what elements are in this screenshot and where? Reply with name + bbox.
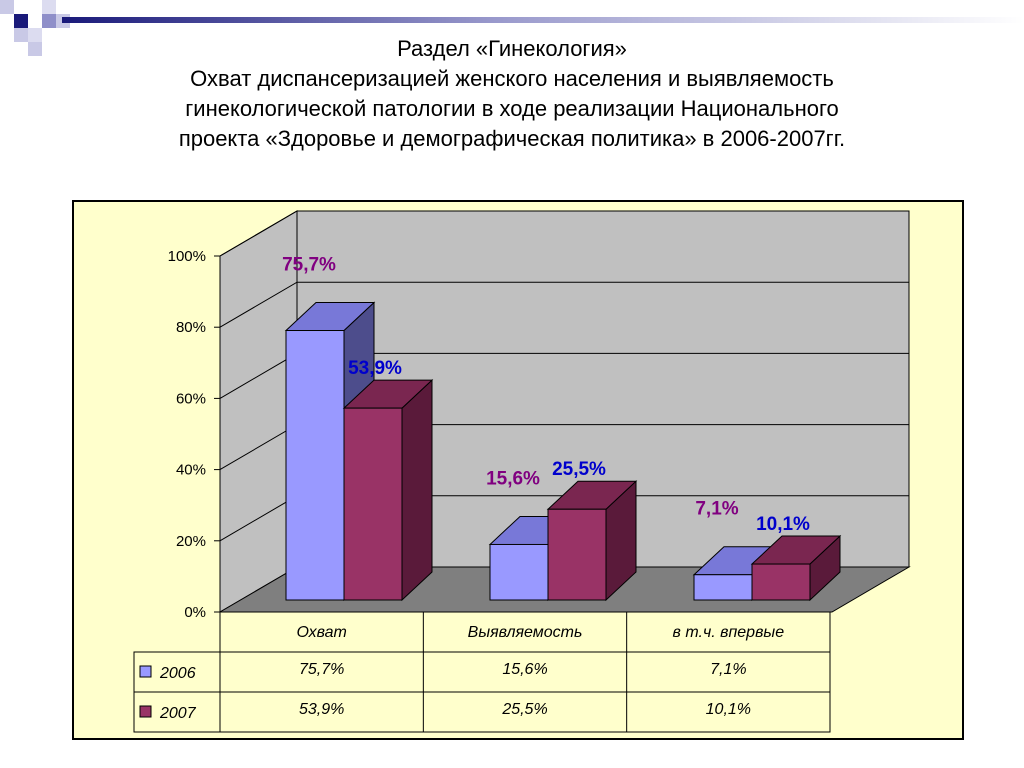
y-tick-label: 0% (184, 604, 206, 621)
table-cell: 15,6% (502, 661, 547, 678)
bar-2007 (343, 407, 403, 601)
deco-square (28, 42, 42, 56)
data-label: 53,9% (348, 358, 402, 379)
table-cell: 7,1% (710, 661, 746, 678)
legend-key-2007 (139, 705, 152, 718)
table-cell: 25,5% (501, 701, 547, 718)
table-cell: 10,1% (706, 701, 751, 718)
gridline (219, 281, 909, 328)
data-label: 25,5% (552, 459, 606, 480)
table-cell: 53,9% (299, 701, 344, 718)
bar-2006 (285, 330, 345, 601)
title-line: Охват диспансеризацией женского населени… (190, 66, 834, 91)
bar-2007 (751, 563, 811, 601)
title-line: Раздел «Гинекология» (397, 36, 627, 61)
table-cell: 75,7% (299, 661, 344, 678)
table-header-cell: Охват (297, 624, 347, 641)
data-label: 10,1% (756, 514, 810, 535)
gridline (219, 210, 909, 257)
table-header-cell: Выявляемость (468, 624, 583, 641)
deco-square (0, 0, 14, 14)
deco-square (28, 28, 42, 42)
bar-2006 (693, 574, 753, 601)
data-label: 15,6% (486, 468, 540, 489)
data-label: 75,7% (282, 255, 336, 276)
bar-2007 (547, 508, 607, 601)
deco-square (14, 14, 28, 28)
deco-bar (62, 17, 1024, 23)
y-tick-label: 60% (176, 390, 206, 407)
deco-square (42, 0, 56, 14)
deco-square (14, 28, 28, 42)
y-tick-label: 80% (176, 319, 206, 336)
y-tick-label: 20% (176, 533, 206, 550)
bar-2006 (489, 543, 549, 601)
title-line: гинекологической патологии в ходе реализ… (185, 96, 839, 121)
legend-label: 2006 (159, 665, 196, 682)
table-header-cell: в т.ч. впервые (673, 624, 785, 641)
y-tick-label: 40% (176, 462, 206, 479)
legend-key-2006 (139, 665, 152, 678)
legend-label: 2007 (159, 705, 197, 722)
y-tick-label: 100% (168, 248, 206, 265)
deco-square (42, 14, 56, 28)
table-row (133, 691, 831, 733)
bar-side (401, 378, 433, 602)
title-line: проекта «Здоровье и демографическая поли… (178, 126, 846, 151)
slide-title: Раздел «Гинекология» Охват диспансеризац… (40, 34, 984, 154)
data-label: 7,1% (695, 499, 738, 520)
